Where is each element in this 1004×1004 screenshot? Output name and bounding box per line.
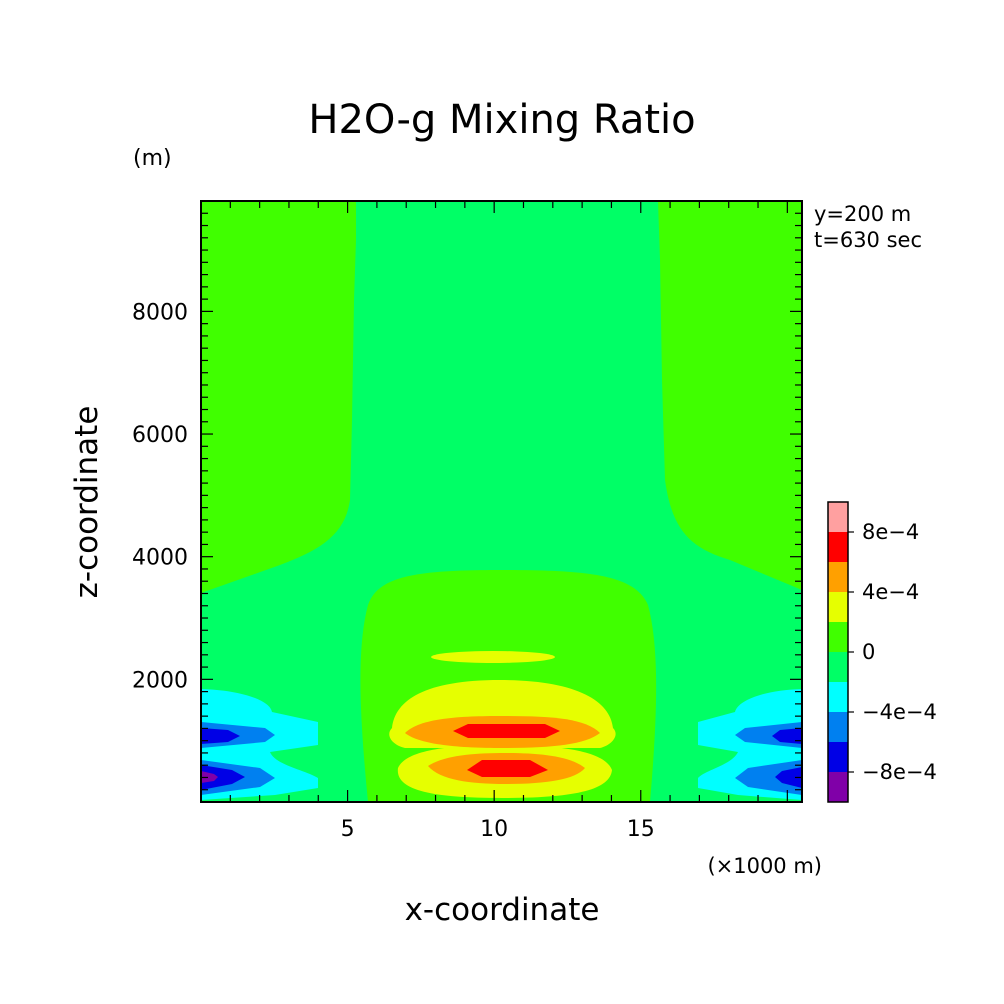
contour-fill-right-blue-lower	[735, 760, 802, 795]
colorbar-swatch	[828, 682, 848, 712]
colorbar-swatch	[828, 742, 848, 772]
x-tick-label: 15	[627, 817, 655, 842]
x-tick-label: 10	[480, 817, 508, 842]
colorbar-swatch	[828, 622, 848, 652]
colorbar-tick-label: 0	[862, 640, 875, 664]
colorbar-swatch	[828, 652, 848, 682]
x-axis-label: x-coordinate	[405, 892, 600, 928]
contour-fill-left-navy-upper	[201, 728, 240, 744]
colorbar-tick-label: −8e−4	[862, 760, 937, 784]
y-unit-label: (m)	[133, 146, 172, 171]
annotation-y-position: y=200 m	[814, 202, 911, 226]
y-axis-label: z-coordinate	[69, 406, 105, 599]
y-tick-label: 6000	[132, 423, 188, 448]
colorbar-swatch	[828, 532, 848, 562]
colorbar-swatch	[828, 502, 848, 532]
colorbar-swatch	[828, 592, 848, 622]
contour-field	[201, 201, 802, 802]
contour-fill-yellow-top	[431, 651, 555, 663]
contour-fill-left-navy-lower	[201, 765, 245, 790]
annotation-time: t=630 sec	[814, 228, 922, 252]
x-axis-ticks: 5 10 15	[229, 201, 788, 842]
colorbar: −8e−4 −4e−4 0 4e−4 8e−4	[827, 501, 937, 803]
contour-fill-left-upper	[201, 201, 356, 593]
colorbar-tick-label: −4e−4	[862, 700, 937, 724]
y-axis-ticks: 2000 4000 6000 8000	[132, 212, 802, 791]
y-tick-label: 8000	[132, 300, 188, 325]
contour-fill-left-purple	[201, 771, 218, 783]
colorbar-swatch	[828, 712, 848, 742]
plot-frame	[200, 200, 803, 803]
contour-fill-right-navy-upper	[772, 728, 802, 744]
colorbar-swatch	[828, 772, 848, 802]
x-tick-label: 5	[341, 817, 355, 842]
contour-fill-right-navy-lower	[775, 767, 802, 788]
colorbar-swatch	[828, 562, 848, 592]
contour-fill-red-lower	[467, 760, 548, 777]
colorbar-tick-label: 4e−4	[862, 580, 919, 604]
y-tick-label: 2000	[132, 668, 188, 693]
contour-fill-right-upper	[658, 201, 802, 590]
y-tick-label: 4000	[132, 546, 188, 571]
x-unit-label: (×1000 m)	[707, 854, 822, 878]
contour-fill-red-upper	[453, 724, 560, 738]
colorbar-tick-label: 8e−4	[862, 520, 919, 544]
chart-title: H2O-g Mixing Ratio	[308, 97, 695, 143]
